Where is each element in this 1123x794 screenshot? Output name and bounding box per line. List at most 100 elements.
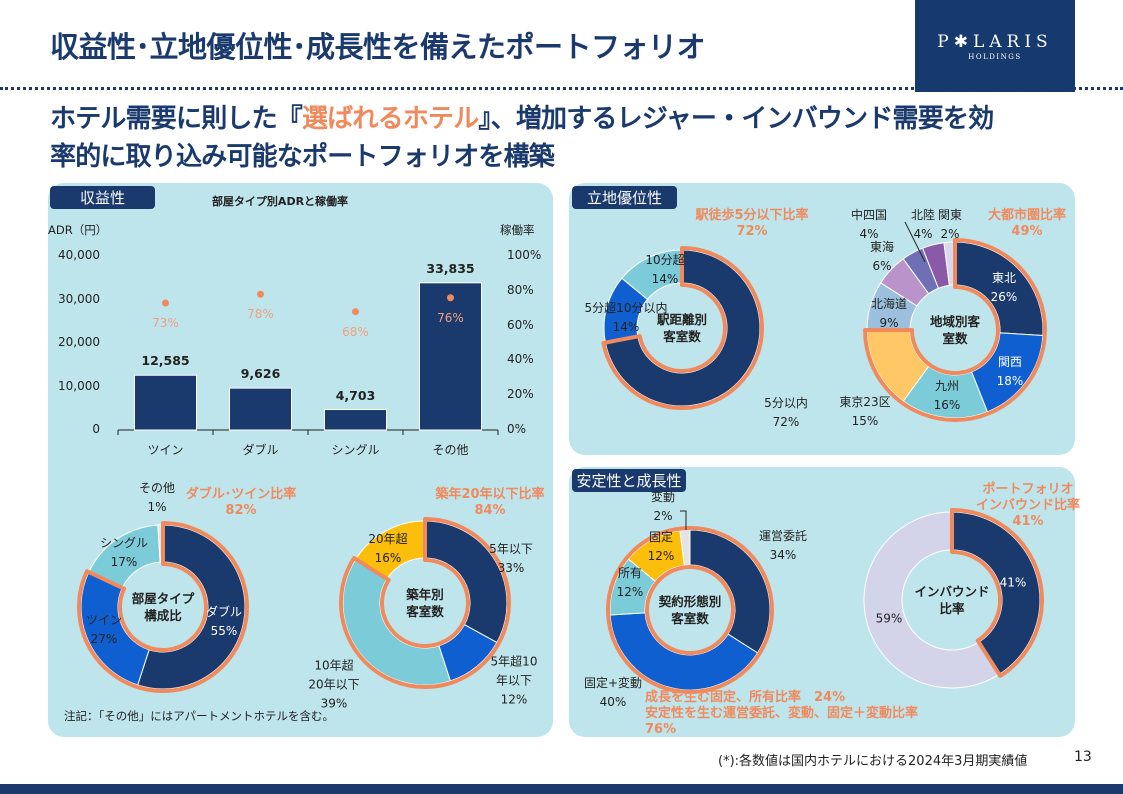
y2-axis-label: 稼働率 <box>500 223 535 237</box>
bar-value-label: 12,585 <box>141 353 190 369</box>
subtitle-line2: 率的に取り込み可能なポートフォリオを構築 <box>50 142 555 172</box>
slice-percent: 6% <box>872 259 892 273</box>
slice-name: 10分超 <box>645 253 685 267</box>
y-tick-label: 40,000 <box>58 248 100 262</box>
x-tick-label: シングル <box>331 443 380 457</box>
slice-label: 59% <box>876 610 903 629</box>
source-note: (*):各数値は国内ホテルにおける2024年3月期実績値 <box>718 754 1028 769</box>
slice-percent: 1% <box>147 500 167 514</box>
slice-percent: 12% <box>616 585 644 599</box>
slice-percent: 55% <box>210 624 238 638</box>
occupancy-label: 73% <box>152 315 179 330</box>
x-tick-label: その他 <box>432 443 469 457</box>
slice-name: ツイン <box>85 613 123 627</box>
callout-age: 築年20年以下比率 84% <box>435 487 545 518</box>
slice-name: 東海 <box>869 240 895 254</box>
slice-1 <box>863 511 1000 689</box>
slice-percent: 12% <box>500 692 528 707</box>
slice-label: 関西 18% <box>997 353 1024 391</box>
bar-value-label: 33,835 <box>426 260 475 276</box>
slice-label: 運営委託 34% <box>759 527 807 565</box>
callout-station: 駅徒歩5分以下比率 72% <box>695 208 809 239</box>
page-title: 収益性･立地優位性･成長性を備えたポートフォリオ <box>50 30 706 64</box>
slice-name: ダブル <box>205 605 243 619</box>
slice-percent: 14% <box>612 320 640 334</box>
section-tag-profitability: 収益性 <box>50 186 155 209</box>
subtitle-highlight: 選ばれるホテル <box>302 104 479 134</box>
slice-percent: 2% <box>653 509 673 523</box>
slice-label: その他 1% <box>139 479 175 517</box>
section-tag-stability: 安定性と成長性 <box>572 469 686 492</box>
y2-tick-label: 0% <box>507 422 527 436</box>
slice-name: 5分以内 <box>764 396 808 410</box>
slice-name: 運営委託 <box>758 529 808 543</box>
polaris-logo: P✱LARIS HOLDINGS <box>915 0 1075 92</box>
slice-name: 5年以下 <box>489 542 533 556</box>
bar-ダブル <box>229 387 292 431</box>
slice-name: 関東 <box>937 208 963 222</box>
donut-center-label: インバウンド 比率 <box>914 584 990 616</box>
slice-label: 5年超10 年以下 12% <box>491 653 538 710</box>
y-tick-label: 30,000 <box>58 291 100 306</box>
slice-name: 固定+変動 <box>583 676 643 690</box>
slice-name: 東京23区 <box>839 395 891 409</box>
slice-name: その他 <box>138 481 176 495</box>
highlight-outline <box>601 246 764 410</box>
section-tag-location: 立地優位性 <box>572 186 677 209</box>
y-tick-label: 0 <box>92 422 100 436</box>
highlight-outline <box>950 508 1044 678</box>
slice-name: 九州 <box>934 379 960 393</box>
divider <box>0 87 1123 90</box>
slice-label: 10年超 20年以下 39% <box>308 657 359 714</box>
slice-label: 固定 12% <box>648 528 675 566</box>
callout-inbound: ポートフォリオ インバウンド比率 41% <box>975 482 1081 529</box>
slice-percent: 34% <box>769 548 797 562</box>
slice-label: 中四国 4% <box>851 206 887 244</box>
footer-bar <box>0 784 1123 794</box>
bar-その他 <box>419 282 482 431</box>
highlight-outline <box>77 521 249 693</box>
slice-label: 変動 2% <box>651 488 675 526</box>
slice-label: シングル 17% <box>100 534 148 572</box>
slice-label: 41% <box>1000 574 1027 593</box>
slice-label: 20年超 16% <box>368 530 407 568</box>
callout-region: 大都市圏比率 49% <box>987 208 1067 239</box>
donut-center-label: 部屋タイプ 構成比 <box>131 591 195 623</box>
bar-value-label: 9,626 <box>240 366 281 382</box>
slice-percent: 9% <box>879 316 899 330</box>
slice-percent: 40% <box>599 695 627 709</box>
slice-name: 10年超 20年以下 <box>308 658 360 692</box>
slice-percent: 16% <box>933 398 961 412</box>
slice-label: ダブル 55% <box>206 603 242 641</box>
slice-name: 変動 <box>650 490 676 504</box>
slice-name: 所有 <box>617 566 643 580</box>
highlight-outline <box>863 238 1047 422</box>
slice-label: 関東 2% <box>938 206 962 244</box>
slice-name: 北海道 <box>870 297 908 311</box>
slice-label: 10分超 14% <box>645 251 684 289</box>
y2-tick-label: 100% <box>507 248 542 262</box>
slice-label: 5年以下 33% <box>489 540 533 578</box>
highlight-outline <box>339 517 511 689</box>
slice-name: 中四国 <box>850 208 888 222</box>
slice-percent: 41% <box>999 575 1027 590</box>
donut-center-label: 地域別客 室数 <box>929 314 981 346</box>
slice-label: 東海 6% <box>870 238 894 276</box>
slice-name: 5分超10分以内 <box>584 301 668 315</box>
donut-center-label: 契約形態別 客室数 <box>658 594 722 626</box>
slice-label: 5分超10分以内 14% <box>585 299 668 337</box>
slice-name: 東北 <box>991 271 1017 285</box>
slice-name: 20年超 <box>368 532 408 546</box>
bar-value-label: 4,703 <box>335 387 376 403</box>
leader-line <box>680 510 687 530</box>
slice-percent: 12% <box>647 549 675 563</box>
y-tick-label: 20,000 <box>58 335 100 349</box>
slice-label: 所有 12% <box>617 564 644 602</box>
chart-title: 部屋タイプ別ADRと稼働率 <box>211 195 349 208</box>
slice-percent: 33% <box>497 561 525 575</box>
slice-percent: 27% <box>90 632 118 646</box>
slice-percent: 14% <box>651 272 679 286</box>
donut-center-label: 築年別 客室数 <box>406 587 444 619</box>
slice-label: 北海道 9% <box>871 295 907 333</box>
logo-text: P✱LARIS <box>937 32 1053 52</box>
